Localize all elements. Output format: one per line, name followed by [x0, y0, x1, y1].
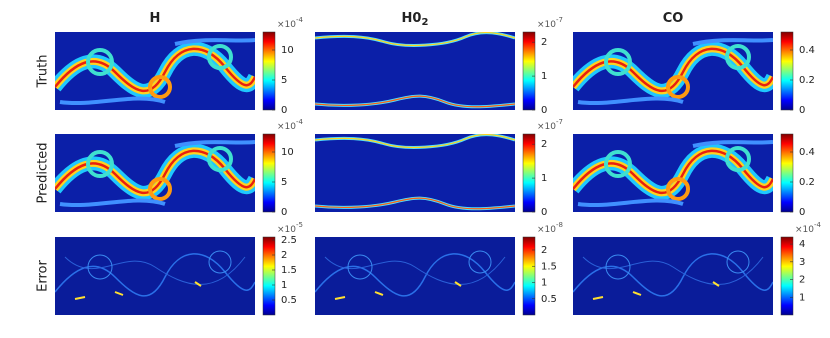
heatmap-image [55, 134, 255, 212]
title-text: H0 [402, 11, 422, 26]
panel-title: H02 [402, 11, 429, 29]
colorbar-tick-label: 1 [799, 292, 805, 303]
colorbar-tick-label: 10 [281, 147, 294, 158]
colorbar-tick-label: 0.4 [799, 45, 815, 56]
colorbar-multiplier: ×10-4 [795, 221, 822, 235]
colorbar-tick-label: 0 [799, 207, 805, 218]
colorbar-tick-label: 4 [799, 239, 805, 250]
colorbar-multiplier: ×10-4 [277, 118, 304, 132]
colorbar-tick-label: 2 [799, 275, 805, 286]
colorbar-tick-label: 0 [541, 207, 547, 218]
panel-title: H [150, 11, 161, 26]
multiplier-base: ×10 [277, 225, 296, 235]
heatmap-image [573, 237, 773, 315]
title-text: H [150, 11, 161, 26]
colorbar-tick-label: 0.4 [799, 147, 815, 158]
colorbar [262, 31, 276, 111]
colorbar [780, 236, 794, 316]
colorbar-tick-label: 2 [281, 250, 287, 261]
colorbar-tick-label: 0.2 [799, 177, 815, 188]
colorbar [262, 133, 276, 213]
colorbar-tick-label: 0.5 [541, 294, 557, 305]
colorbar-tick-label: 0 [281, 207, 287, 218]
colorbar [262, 236, 276, 316]
colorbar-multiplier: ×10-7 [537, 16, 563, 30]
multiplier-base: ×10 [537, 225, 556, 235]
heatmap-image [55, 32, 255, 110]
title-subscript: 2 [421, 17, 428, 28]
heatmap-image [315, 134, 515, 212]
multiplier-exponent: -4 [296, 118, 304, 126]
multiplier-exponent: -4 [296, 16, 304, 24]
colorbar-tick-label: 0 [799, 105, 805, 116]
heatmap-image [573, 134, 773, 212]
multiplier-exponent: -5 [296, 221, 303, 229]
panel-title: CO [663, 11, 684, 26]
multiplier-base: ×10 [537, 20, 556, 30]
heatmap-image [315, 237, 515, 315]
colorbar-tick-label: 2 [541, 245, 547, 256]
colorbar-tick-label: 0.2 [799, 75, 815, 86]
heatmaps [55, 32, 773, 315]
colorbar [780, 31, 794, 111]
multiplier-exponent: -7 [556, 118, 563, 126]
multiplier-base: ×10 [795, 225, 814, 235]
colorbar-tick-label: 5 [281, 177, 287, 188]
colorbar [522, 133, 536, 213]
multiplier-exponent: -7 [556, 16, 563, 24]
row-label: Truth [36, 55, 51, 89]
colorbar [522, 236, 536, 316]
colorbar-multiplier: ×10-7 [537, 118, 563, 132]
colorbar-tick-label: 2.5 [281, 235, 297, 246]
row-label: Error [36, 260, 51, 292]
row-label: Predicted [36, 142, 51, 203]
multiplier-exponent: -4 [814, 221, 822, 229]
colorbar-tick-label: 2 [541, 139, 547, 150]
colorbar-tick-label: 10 [281, 45, 294, 56]
colorbar-multiplier: ×10-5 [277, 221, 303, 235]
colorbar-tick-label: 1.5 [281, 265, 297, 276]
multiplier-exponent: -8 [556, 221, 563, 229]
title-text: CO [663, 11, 684, 26]
colorbar-tick-label: 1 [541, 278, 547, 289]
colorbar-tick-label: 0.5 [281, 295, 297, 306]
colorbar-tick-label: 3 [799, 257, 805, 268]
heatmap-image [315, 32, 515, 110]
multiplier-base: ×10 [537, 122, 556, 132]
colorbar-tick-label: 5 [281, 75, 287, 86]
multiplier-base: ×10 [277, 122, 296, 132]
colorbar-tick-label: 1 [541, 71, 547, 82]
colorbar-tick-label: 1 [541, 173, 547, 184]
heatmap-image [55, 237, 255, 315]
colorbar-tick-label: 2 [541, 37, 547, 48]
colorbar [780, 133, 794, 213]
colorbar-tick-label: 1.5 [541, 261, 557, 272]
colorbar-tick-label: 0 [281, 105, 287, 116]
colorbar-multiplier: ×10-4 [277, 16, 304, 30]
colorbar [522, 31, 536, 111]
colorbar-tick-label: 0 [541, 105, 547, 116]
multiplier-base: ×10 [277, 20, 296, 30]
colorbar-multiplier: ×10-8 [537, 221, 563, 235]
colorbar-tick-label: 1 [281, 280, 287, 291]
heatmap-image [573, 32, 773, 110]
